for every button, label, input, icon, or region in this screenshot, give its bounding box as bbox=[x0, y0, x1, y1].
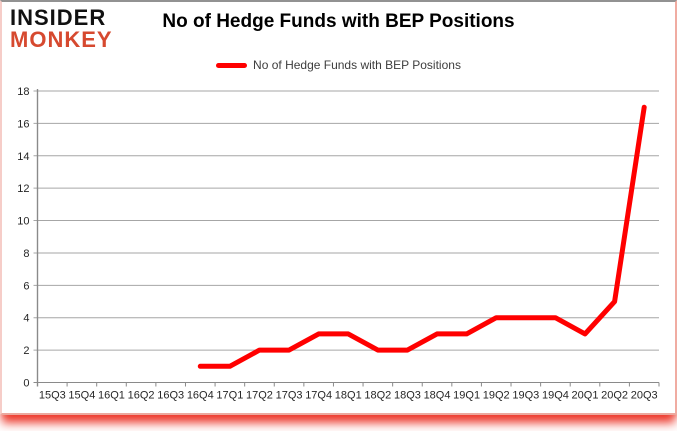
x-tick-label: 20Q1 bbox=[572, 390, 599, 402]
x-tick-label: 17Q2 bbox=[246, 390, 273, 402]
legend-label: No of Hedge Funds with BEP Positions bbox=[253, 58, 461, 72]
x-tick-label: 15Q4 bbox=[68, 390, 95, 402]
x-tick-label: 18Q4 bbox=[424, 390, 451, 402]
y-tick-label: 0 bbox=[23, 378, 29, 390]
logo-insider: INSIDER bbox=[10, 5, 107, 30]
x-tick-label: 20Q3 bbox=[631, 390, 658, 402]
y-tick-label: 4 bbox=[23, 313, 29, 325]
y-tick-label: 12 bbox=[17, 183, 29, 195]
x-tick-label: 18Q1 bbox=[335, 390, 362, 402]
x-tick-label: 17Q1 bbox=[216, 390, 243, 402]
logo-monkey: MONKEY bbox=[10, 26, 113, 52]
x-tick-label: 16Q3 bbox=[157, 390, 184, 402]
x-tick-label: 17Q3 bbox=[276, 390, 303, 402]
x-tick-label: 17Q4 bbox=[305, 390, 332, 402]
y-tick-label: 2 bbox=[23, 345, 29, 357]
x-tick-label: 15Q3 bbox=[39, 390, 66, 402]
y-tick-label: 18 bbox=[17, 86, 29, 98]
chart-card: INSIDER MONKEY No of Hedge Funds with BE… bbox=[0, 0, 677, 415]
y-tick-label: 8 bbox=[23, 248, 29, 260]
x-tick-label: 19Q1 bbox=[453, 390, 480, 402]
x-tick-label: 16Q4 bbox=[187, 390, 214, 402]
y-tick-label: 16 bbox=[17, 118, 29, 130]
x-tick-label: 19Q4 bbox=[542, 390, 569, 402]
legend-line-swatch bbox=[216, 62, 248, 68]
x-tick-label: 19Q3 bbox=[512, 390, 539, 402]
chart-legend: No of Hedge Funds with BEP Positions bbox=[2, 58, 675, 72]
x-tick-label: 18Q3 bbox=[394, 390, 421, 402]
y-tick-label: 10 bbox=[17, 216, 29, 228]
page-title: No of Hedge Funds with BEP Positions bbox=[162, 11, 515, 32]
data-series-line bbox=[197, 104, 647, 369]
insider-monkey-logo: INSIDER MONKEY bbox=[10, 7, 113, 50]
x-tick-label: 20Q2 bbox=[601, 390, 628, 402]
y-tick-label: 14 bbox=[17, 151, 29, 163]
x-tick-label: 16Q2 bbox=[128, 390, 155, 402]
y-tick-label: 6 bbox=[23, 280, 29, 292]
x-tick-label: 16Q1 bbox=[98, 390, 125, 402]
x-tick-label: 19Q2 bbox=[483, 390, 510, 402]
x-tick-label: 18Q2 bbox=[364, 390, 391, 402]
